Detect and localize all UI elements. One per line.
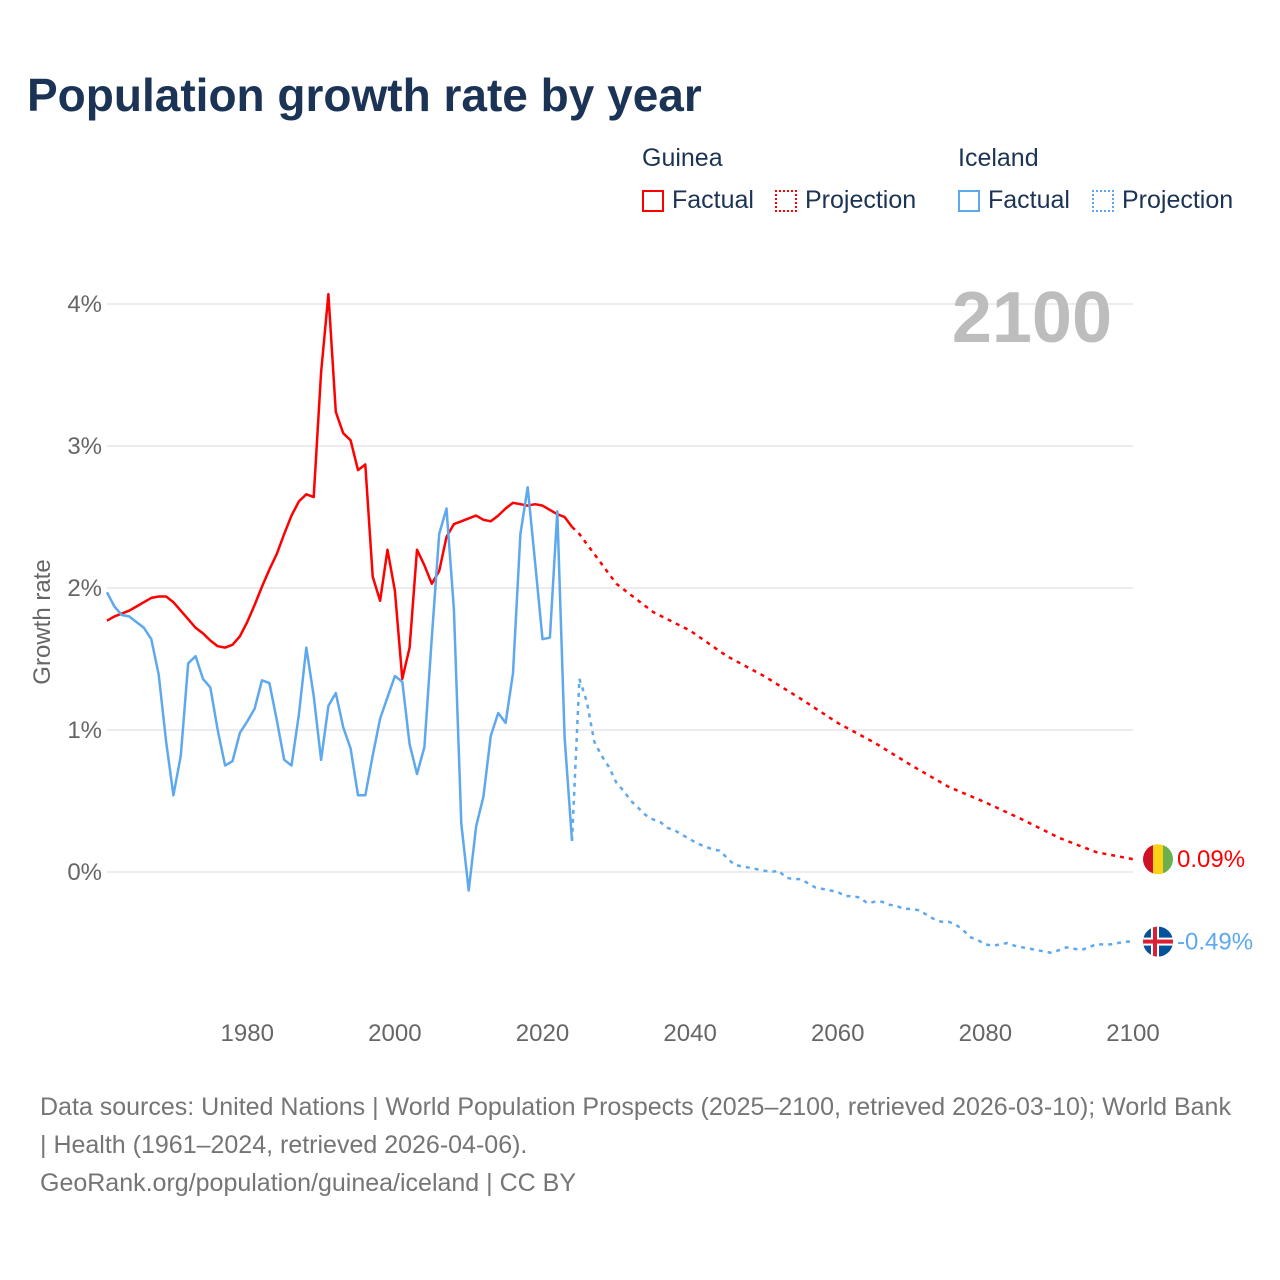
x-tick-label: 2080 [959, 1020, 1012, 1047]
iceland-factual-line [105, 485, 574, 892]
legend-swatch-solid-icon [958, 189, 980, 212]
source-text: Data sources: United Nations | World Pop… [40, 1093, 1231, 1159]
chart-title: Population growth rate by year [27, 69, 702, 121]
legend-swatch-dotted-icon [1092, 189, 1114, 212]
legend-label: Projection [1122, 186, 1234, 214]
source-link[interactable]: GeoRank.org/population/guinea/iceland | … [40, 1169, 576, 1197]
guinea-flag-icon [1143, 844, 1173, 875]
x-tick-label: 2000 [368, 1020, 421, 1047]
x-tick-label: 2100 [1106, 1020, 1159, 1047]
guinea-end-value: 0.09% [1177, 846, 1245, 873]
x-tick-label: 1980 [221, 1020, 274, 1047]
legend-label: Factual [988, 186, 1070, 214]
guinea-projection-line [571, 525, 1134, 861]
guinea-factual-line [106, 292, 574, 681]
legend-swatch-solid-icon [642, 189, 664, 212]
source-note: Data sources: United Nations | World Pop… [40, 1088, 1240, 1202]
legend-group-iceland: Iceland [958, 144, 1039, 172]
y-tick-label: 2% [67, 575, 102, 602]
legend-iceland-factual[interactable]: Factual [958, 186, 1070, 215]
legend-label: Projection [805, 186, 917, 214]
x-tick-label: 2040 [663, 1020, 716, 1047]
iceland-projection-line [570, 678, 1133, 955]
x-tick-label: 2020 [516, 1020, 569, 1047]
iceland-flag-icon [1143, 926, 1173, 957]
legend-guinea-factual[interactable]: Factual [642, 186, 754, 215]
y-tick-label: 3% [67, 433, 102, 460]
legend-group-guinea: Guinea [642, 144, 723, 172]
y-tick-label: 1% [67, 717, 102, 744]
y-tick-label: 0% [67, 859, 102, 886]
iceland-end-value: -0.49% [1177, 929, 1253, 956]
current-year-label: 2100 [952, 278, 1112, 358]
y-axis-label: Growth rate [29, 559, 56, 684]
legend-label: Factual [672, 186, 754, 214]
legend-guinea-projection[interactable]: Projection [775, 186, 916, 215]
x-tick-label: 2060 [811, 1020, 864, 1047]
legend-swatch-dotted-icon [775, 189, 797, 212]
y-tick-label: 4% [67, 291, 102, 318]
legend-iceland-projection[interactable]: Projection [1092, 186, 1233, 215]
